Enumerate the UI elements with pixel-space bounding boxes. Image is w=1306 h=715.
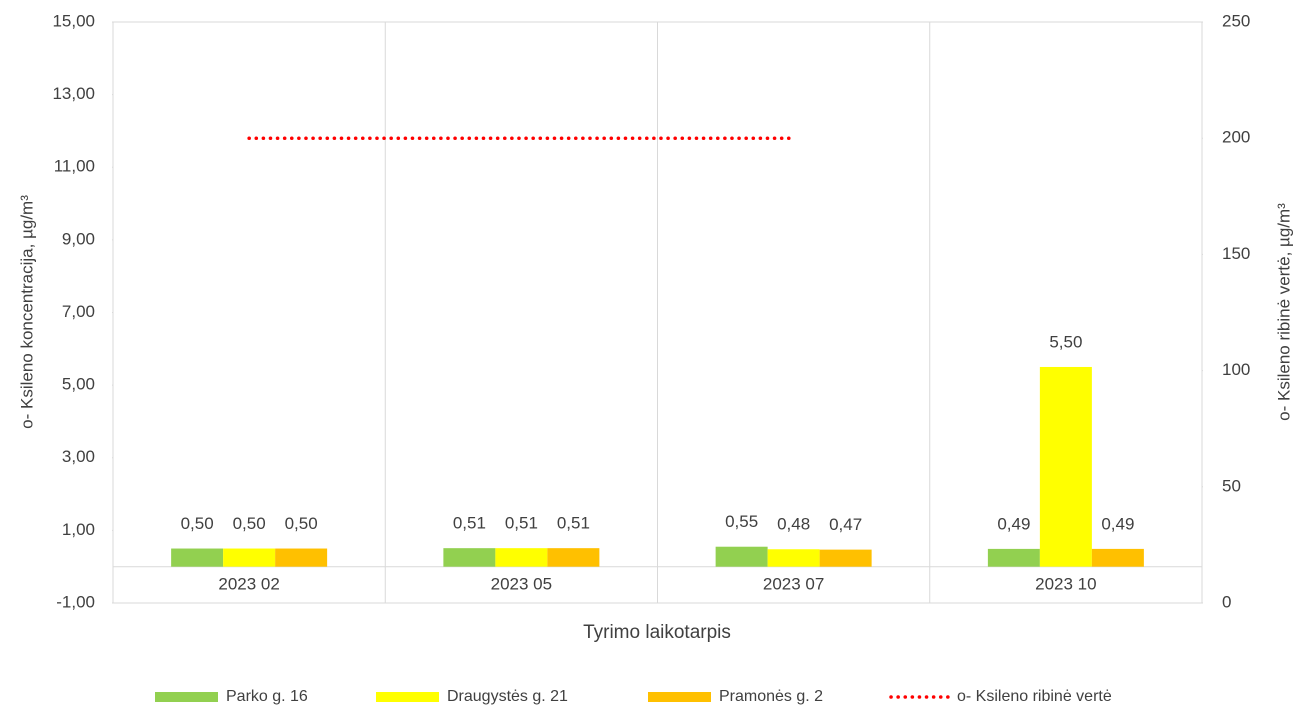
x-tick-label: 2023 10 [1035, 574, 1096, 593]
legend-label: Draugystės g. 21 [447, 688, 568, 705]
legend-label: Parko g. 16 [226, 688, 308, 705]
y-tick-label: 15,00 [52, 11, 95, 30]
x-tick-label: 2023 07 [763, 574, 824, 593]
y-tick-label: -1,00 [56, 592, 95, 611]
value-label: 0,50 [233, 514, 266, 533]
y-tick-label: 9,00 [62, 229, 95, 248]
y2-tick-label: 0 [1222, 592, 1231, 611]
bar [1091, 548, 1144, 567]
legend-label: o- Ksileno ribinė vertė [957, 688, 1112, 705]
x-axis-title: Tyrimo laikotarpis [583, 622, 731, 643]
y-tick-label: 13,00 [52, 84, 95, 103]
y2-axis-title: o- Ksileno ribinė vertė, µg/m³ [1274, 203, 1293, 421]
bar [495, 548, 548, 567]
legend-swatch [155, 692, 218, 702]
bar [443, 548, 496, 567]
legend-swatch [648, 692, 711, 702]
legend-swatch [376, 692, 439, 702]
value-label: 0,51 [453, 514, 486, 533]
bar [223, 548, 276, 567]
bar [715, 546, 768, 567]
bar [767, 549, 820, 567]
value-label: 0,49 [1101, 514, 1134, 533]
value-label: 0,47 [829, 515, 862, 534]
y2-tick-label: 250 [1222, 11, 1250, 30]
value-label: 0,55 [725, 512, 758, 531]
y2-tick-label: 150 [1222, 244, 1250, 263]
bar [171, 548, 224, 567]
y2-tick-label: 50 [1222, 476, 1241, 495]
y-tick-label: 3,00 [62, 447, 95, 466]
y-tick-label: 1,00 [62, 520, 95, 539]
value-label: 0,48 [777, 515, 810, 534]
y-axis-title: o- Ksileno koncentracija, µg/m³ [17, 195, 36, 429]
value-label: 0,51 [505, 514, 538, 533]
legend-label: Pramonės g. 2 [719, 688, 823, 705]
bar [819, 549, 872, 567]
x-tick-label: 2023 05 [491, 574, 552, 593]
y2-tick-label: 100 [1222, 360, 1250, 379]
bar [1039, 366, 1092, 567]
value-label: 5,50 [1049, 332, 1082, 351]
value-label: 0,51 [557, 514, 590, 533]
y-tick-label: 5,00 [62, 375, 95, 394]
value-label: 0,50 [181, 514, 214, 533]
y2-tick-label: 200 [1222, 128, 1250, 147]
y-tick-label: 7,00 [62, 302, 95, 321]
value-label: 0,50 [285, 514, 318, 533]
bar [547, 548, 600, 567]
bar [987, 548, 1040, 567]
value-label: 0,49 [997, 514, 1030, 533]
bar [275, 548, 328, 567]
y-tick-label: 11,00 [54, 157, 95, 176]
x-tick-label: 2023 02 [218, 574, 279, 593]
